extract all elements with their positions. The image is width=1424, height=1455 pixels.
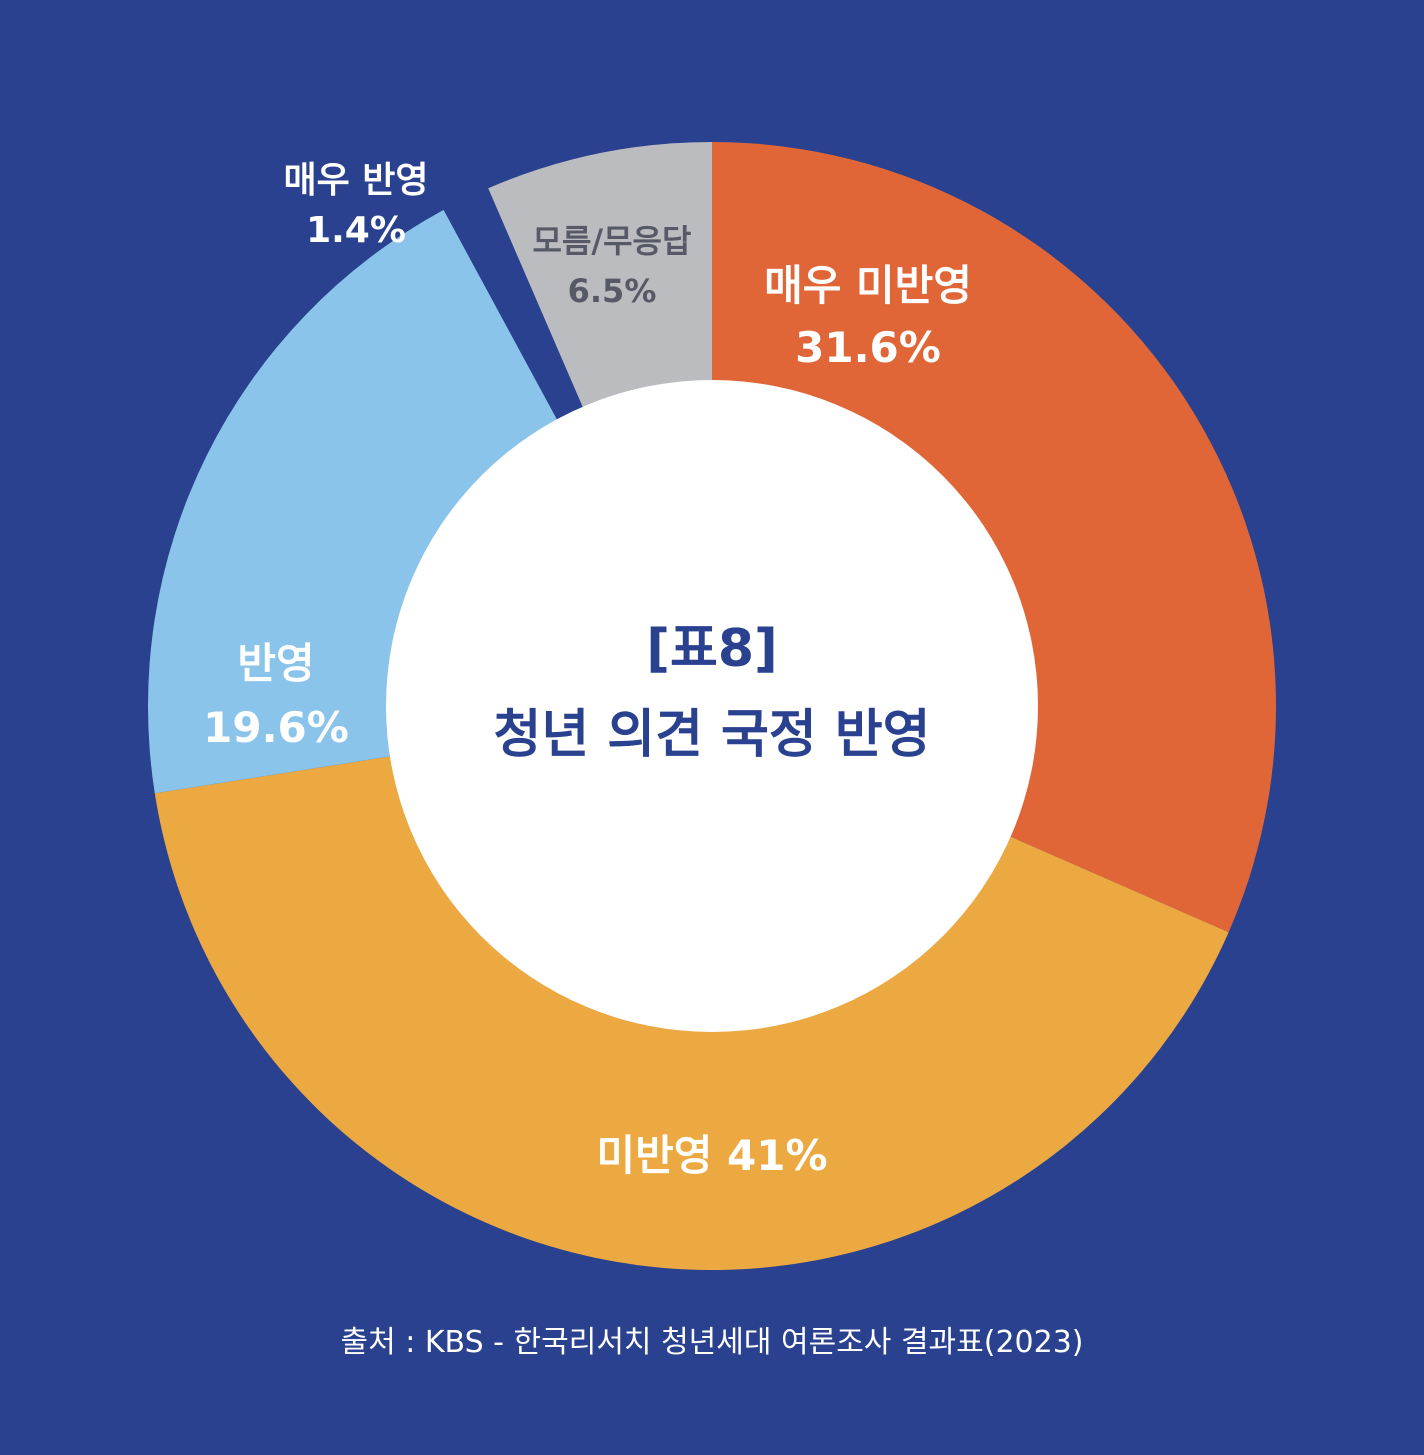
- donut-hole: [386, 380, 1038, 1032]
- slice-value-label-0: 31.6%: [795, 323, 941, 372]
- chart-title-line2: 청년 의견 국정 반영: [493, 705, 930, 765]
- source-note: 출처 : KBS - 한국리서치 청년세대 여론조사 결과표(2023): [340, 1325, 1083, 1360]
- slice-name-label-2: 반영: [237, 639, 314, 688]
- chart-title-line1: [표8]: [646, 619, 778, 679]
- slice-labels-group: 매우 미반영 31.6% 미반영 41% 반영 19.6% 매우 반영 1.4% 모름/무응답…: [203, 160, 972, 1180]
- slice-name-label-4: 모름/무응답: [533, 222, 692, 260]
- slice-label-1: 미반영 41%: [596, 1131, 827, 1180]
- slice-value-label-3: 1.4%: [306, 210, 406, 251]
- slice-name-label-0: 매우 미반영: [764, 261, 972, 310]
- slice-value-label-2: 19.6%: [203, 703, 349, 752]
- slice-name-label-3: 매우 반영: [283, 160, 428, 201]
- slice-value-label-4: 6.5%: [568, 272, 657, 310]
